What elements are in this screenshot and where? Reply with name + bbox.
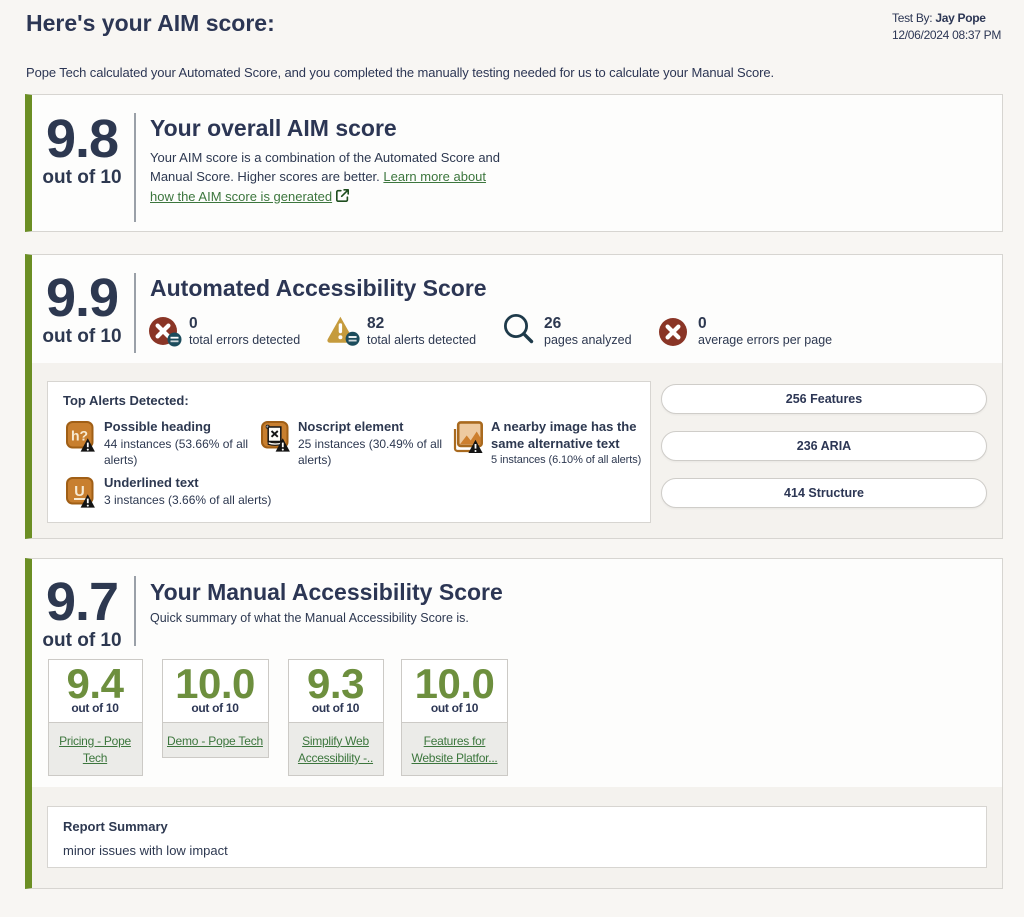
svg-text:h?: h? [71, 428, 88, 444]
svg-text:U: U [74, 484, 84, 500]
